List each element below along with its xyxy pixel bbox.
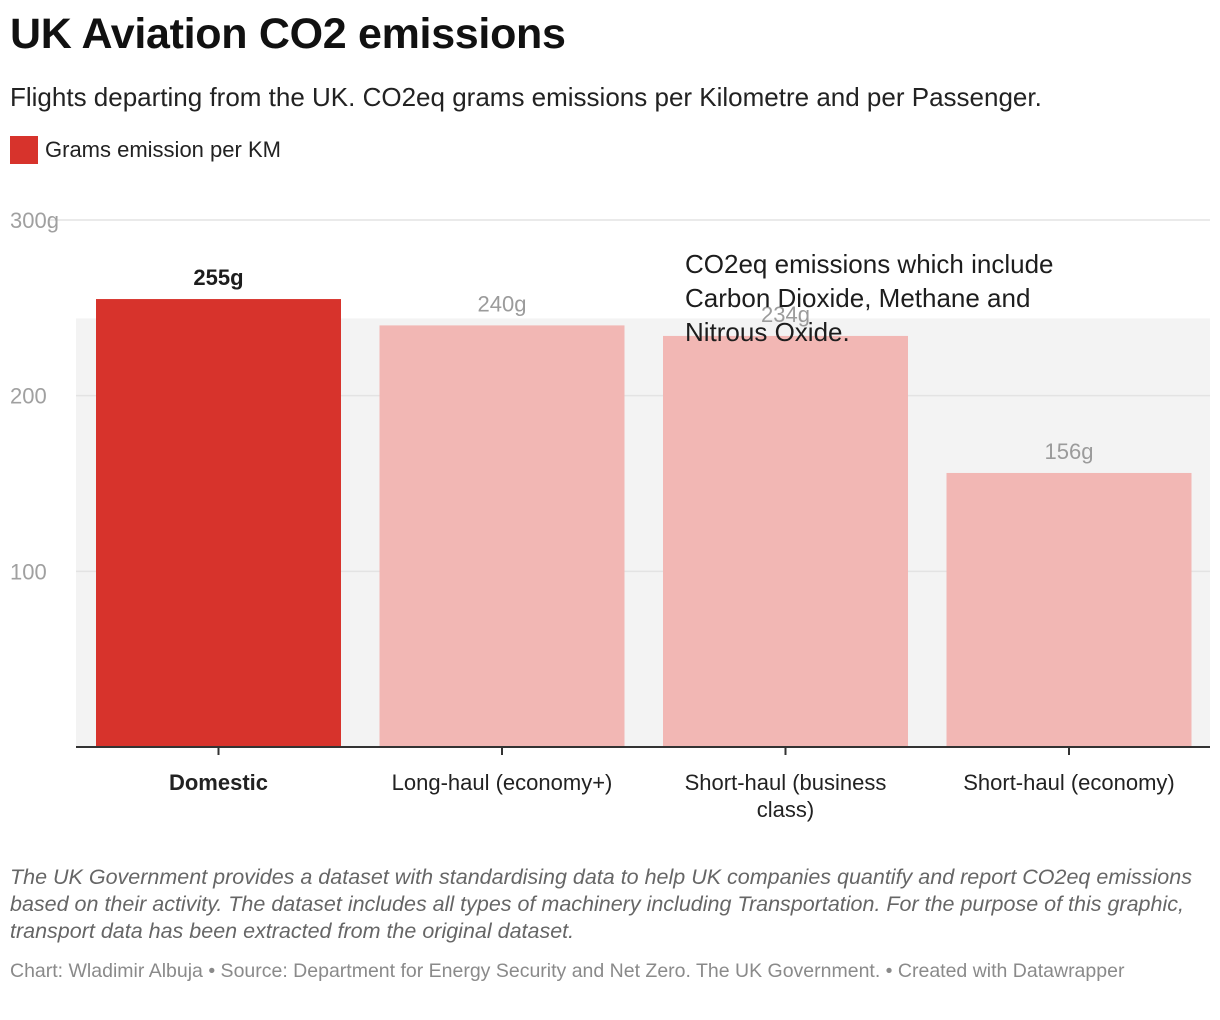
legend-swatch [10, 136, 38, 164]
chart-footer: Chart: Wladimir Albuja • Source: Departm… [10, 960, 1125, 982]
y-tick-label: 100 [10, 559, 47, 584]
chart-subtitle: Flights departing from the UK. CO2eq gra… [10, 82, 1042, 112]
bar-value-label: 156g [1045, 439, 1094, 464]
annotation-text: Carbon Dioxide, Methane and [685, 283, 1030, 313]
bar-value-label: 240g [478, 291, 527, 316]
x-tick-label: Short-haul (economy) [963, 770, 1175, 795]
bar-value-labels: 255g 240g 234g 156g [193, 265, 1093, 464]
bar [663, 335, 908, 747]
legend-label: Grams emission per KM [45, 137, 281, 162]
annotation: CO2eq emissions which include Carbon Diox… [685, 249, 1054, 347]
bar-chart: 100 200 300g 255g 240g 234g 156g Domestic Long… [10, 208, 1210, 822]
x-tick-label: Domestic [169, 770, 268, 795]
x-tick-label: class) [757, 797, 814, 822]
bar-value-label: 255g [193, 265, 243, 290]
x-tick-label: Short-haul (business [685, 770, 887, 795]
annotation-text: Nitrous Oxide. [685, 317, 850, 347]
y-tick-label: 300g [10, 208, 59, 233]
chart-title: UK Aviation CO2 emissions [10, 10, 566, 58]
chart-notes: The UK Government provides a dataset wit… [10, 865, 1192, 943]
annotation-text: CO2eq emissions which include [685, 249, 1054, 279]
bar [379, 325, 625, 747]
x-axis: Domestic Long-haul (economy+) Short-haul (… [76, 746, 1210, 822]
bar [96, 299, 341, 747]
bar [946, 472, 1192, 747]
x-tick-label: Long-haul (economy+) [392, 770, 613, 795]
bar-value-label: 234g [761, 302, 810, 327]
y-tick-label: 200 [10, 384, 47, 409]
legend: Grams emission per KM [10, 136, 281, 164]
bars [96, 299, 1192, 747]
